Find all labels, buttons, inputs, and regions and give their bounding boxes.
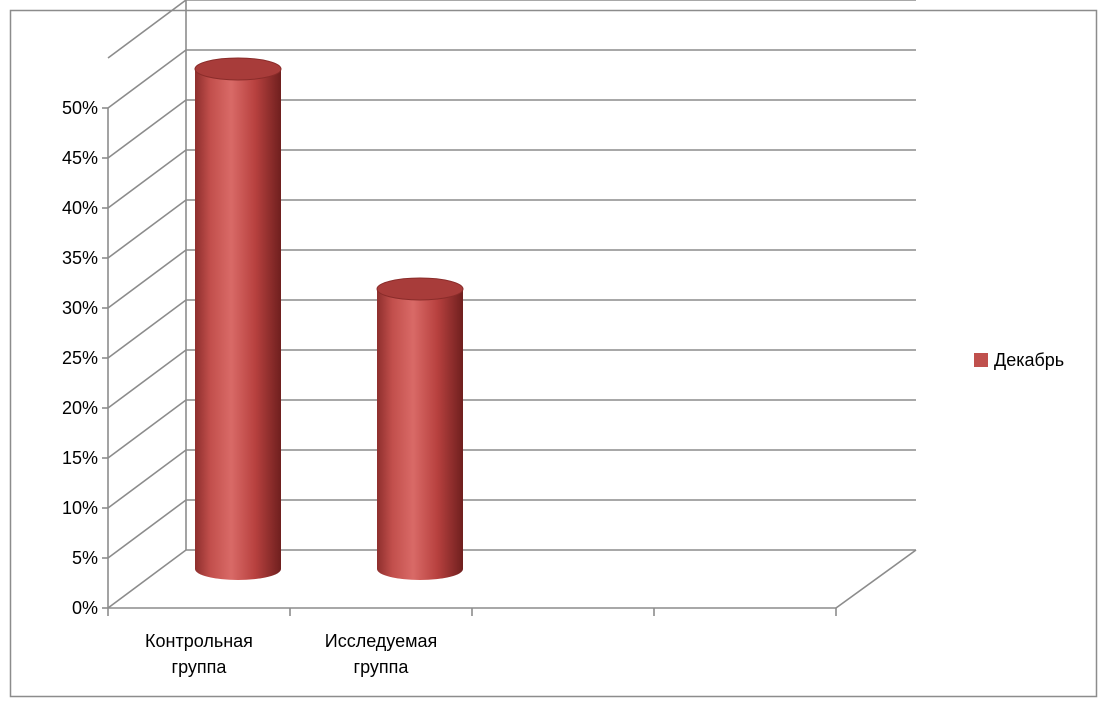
y-tick-label: 5% [72, 548, 98, 568]
y-tick-label: 20% [62, 398, 98, 418]
chart-border [9, 9, 1098, 698]
bar-top [194, 57, 282, 81]
y-tick-label: 50% [62, 98, 98, 118]
legend-label-dekabr: Декабрь [994, 350, 1064, 370]
floor-right-edge [835, 549, 917, 609]
gridline-side [107, 199, 187, 259]
gridline-side [107, 0, 187, 59]
gridline-side [107, 299, 187, 359]
y-tick-label: 35% [62, 248, 98, 268]
y-tick-label: 30% [62, 298, 98, 318]
y-tick-labels: 0% 5% 10% 15% 20% 25% 30% 35% 40% 45% 50% [62, 98, 98, 618]
gridline-side [107, 399, 187, 459]
gridline-side [107, 349, 187, 409]
y-tick-label: 45% [62, 148, 98, 168]
gridline-side [107, 249, 187, 309]
bar-body [195, 69, 281, 580]
x-tick-labels: Контрольная группа Исследуемая группа [145, 631, 437, 677]
bars [194, 57, 464, 580]
gridline-side [107, 99, 187, 159]
x-tick-label: Исследуемая группа [325, 631, 438, 677]
gridline-side [107, 449, 187, 509]
y-tick-label: 10% [62, 498, 98, 518]
gridline-side [107, 499, 187, 559]
gridlines [107, 0, 916, 609]
gridline-side [107, 149, 187, 209]
bar-top [376, 277, 464, 301]
y-tick-label: 40% [62, 198, 98, 218]
bar-kontrolnaya-gruppa [194, 57, 282, 580]
y-tick-label: 25% [62, 348, 98, 368]
x-tick-label: Контрольная группа [145, 631, 253, 677]
bar-issleduemaya-gruppa [376, 277, 464, 580]
y-tick-label: 0% [72, 598, 98, 618]
bar-body [377, 289, 463, 580]
legend: Декабрь [974, 350, 1064, 370]
gridline-side [107, 549, 187, 609]
gridline-side [107, 49, 187, 109]
legend-swatch [974, 353, 988, 367]
y-tick-label: 15% [62, 448, 98, 468]
axes [102, 0, 917, 616]
